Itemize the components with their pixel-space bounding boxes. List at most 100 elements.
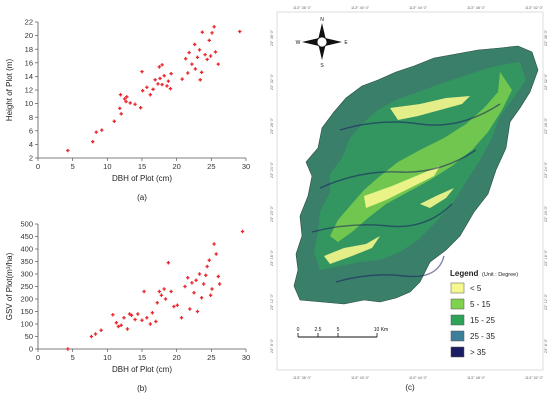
legend-swatch	[450, 298, 465, 310]
data-point	[199, 296, 204, 300]
compass-rose: N S E W	[296, 17, 349, 69]
panel-label-a: (a)	[137, 193, 147, 202]
data-point	[138, 105, 143, 110]
y-tick-label: 450	[20, 232, 33, 241]
y-tick-label: 14	[25, 72, 33, 81]
latitude-label: 23° 8' 0"	[270, 338, 274, 353]
data-point	[208, 293, 213, 297]
y-tick-label: 2	[29, 154, 33, 163]
scale-bar-label: 2.5	[315, 327, 322, 333]
data-point	[145, 85, 149, 89]
data-point	[91, 139, 95, 144]
latitude-labels: 23° 36' 0" 23° 36' 0" 23° 32' 0" 23° 32' 0"…	[270, 29, 548, 353]
x-tick-label: 20	[172, 353, 180, 362]
data-point	[156, 82, 160, 86]
data-point	[240, 229, 245, 234]
data-point	[216, 62, 220, 66]
data-point	[100, 128, 104, 132]
latitude-label: 23° 16' 0"	[544, 249, 548, 266]
data-point	[183, 57, 188, 61]
x-tick-label: 30	[242, 162, 250, 171]
data-point	[129, 313, 134, 317]
latitude-label: 23° 28' 0"	[270, 117, 274, 134]
y-tick-label: 8	[29, 113, 33, 122]
data-point	[190, 62, 194, 66]
data-point	[203, 52, 207, 57]
longitude-label: 113° 40' 0"	[351, 6, 370, 10]
data-point	[94, 130, 98, 134]
data-point	[89, 334, 94, 339]
latitude-label: 23° 20' 0"	[544, 205, 548, 222]
x-tick-label: 0	[36, 162, 40, 171]
data-point	[128, 101, 132, 105]
y-tick-label: 6	[29, 126, 33, 135]
x-axis-label: DBH of Plot (cm)	[112, 365, 172, 374]
terrain-region	[293, 45, 539, 305]
latitude-label: 23° 20' 0"	[270, 205, 274, 222]
legend-items: < 5 5 - 15 15 - 25 25 - 35 > 35	[450, 282, 495, 358]
data-point	[140, 69, 144, 74]
y-tick-label: 4	[29, 140, 33, 149]
data-point	[119, 112, 123, 116]
data-points	[66, 229, 245, 351]
latitude-label: 23° 32' 0"	[270, 73, 274, 90]
legend-swatch	[450, 314, 465, 326]
x-tick-label: 10	[103, 353, 111, 362]
data-point	[192, 291, 196, 295]
panel-label-c: (c)	[405, 383, 415, 392]
legend-unit: (Unit : Degree)	[482, 272, 518, 278]
longitude-label: 113° 40' 0"	[351, 376, 370, 380]
map-legend: Legend (Unit : Degree) < 5 5 - 15 15 - 25 2…	[450, 269, 518, 358]
x-tick-label: 25	[207, 353, 215, 362]
data-point	[163, 297, 168, 301]
data-point	[142, 289, 146, 294]
data-point	[197, 48, 202, 52]
scatter-plot-a: 0 5 10 15 20 25 30 2 4 6 8 10 12 14 16 18 20 22 DBH of P…	[5, 18, 250, 202]
latitude-label: 23° 28' 0"	[544, 117, 548, 134]
data-point	[212, 25, 216, 29]
data-point	[125, 327, 130, 331]
data-point	[213, 50, 218, 54]
data-point	[111, 313, 115, 317]
data-point	[214, 252, 218, 256]
data-point	[210, 287, 214, 291]
latitude-label: 23° 32' 0"	[544, 73, 548, 90]
x-tick-label: 15	[138, 353, 146, 362]
legend-label: 5 - 15	[470, 300, 491, 309]
data-point	[133, 102, 137, 106]
data-points	[66, 25, 242, 153]
data-point	[179, 316, 184, 320]
data-point	[194, 278, 198, 282]
data-point	[199, 70, 204, 75]
scale-bar: 0 2.5 5 10 Km	[297, 327, 388, 338]
compass-center	[316, 36, 328, 48]
panel-label-b: (b)	[137, 384, 147, 393]
y-tick-label: 12	[25, 86, 33, 95]
legend-label: > 35	[470, 348, 486, 357]
latitude-label: 23° 12' 0"	[270, 293, 274, 310]
legend-label: 25 - 35	[470, 332, 495, 341]
y-tick-labels: 0 50 100 150 200 250 300 350 400 450 500	[20, 220, 38, 354]
data-point	[118, 93, 123, 97]
compass-arrow-south	[318, 43, 326, 60]
data-point	[202, 282, 206, 286]
data-point	[200, 30, 205, 34]
legend-label: 15 - 25	[470, 316, 495, 325]
data-point	[119, 323, 123, 327]
data-point	[197, 272, 202, 276]
data-point	[151, 87, 155, 92]
data-point	[159, 293, 164, 297]
data-point	[183, 284, 187, 289]
x-tick-label: 5	[71, 162, 75, 171]
data-point	[166, 261, 171, 265]
data-point	[210, 31, 214, 35]
data-point	[140, 88, 145, 93]
x-tick-labels: 0 5 10 15 20 25 30	[36, 349, 250, 362]
y-tick-labels: 2 4 6 8 10 12 14 16 18 20 22	[25, 18, 38, 163]
longitude-label: 113° 44' 0"	[409, 376, 428, 380]
x-tick-label: 30	[242, 353, 250, 362]
data-point	[168, 86, 173, 91]
data-point	[195, 55, 200, 60]
data-point	[212, 242, 216, 246]
